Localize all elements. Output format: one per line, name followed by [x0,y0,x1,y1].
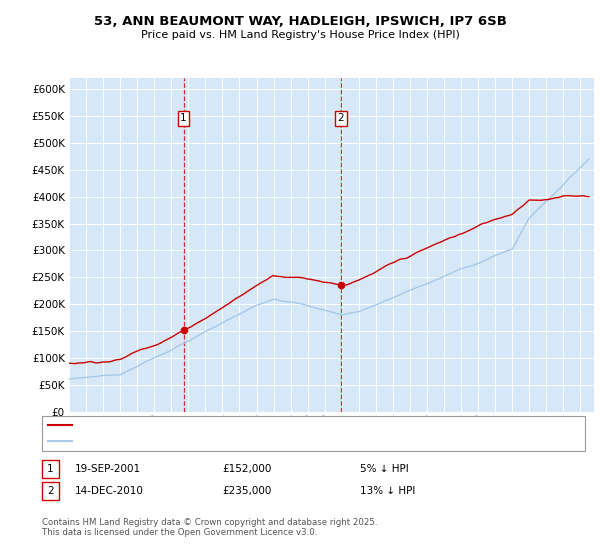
Text: 1: 1 [180,113,187,123]
Text: 53, ANN BEAUMONT WAY, HADLEIGH, IPSWICH, IP7 6SB (detached house): 53, ANN BEAUMONT WAY, HADLEIGH, IPSWICH,… [75,421,436,431]
Text: Price paid vs. HM Land Registry's House Price Index (HPI): Price paid vs. HM Land Registry's House … [140,30,460,40]
Text: 2: 2 [338,113,344,123]
Text: 1: 1 [47,464,54,474]
Text: 2: 2 [47,486,54,496]
Text: HPI: Average price, detached house, Babergh: HPI: Average price, detached house, Babe… [75,436,297,446]
Text: 19-SEP-2001: 19-SEP-2001 [75,464,141,474]
Text: £235,000: £235,000 [222,486,271,496]
Text: Contains HM Land Registry data © Crown copyright and database right 2025.
This d: Contains HM Land Registry data © Crown c… [42,518,377,538]
Text: 53, ANN BEAUMONT WAY, HADLEIGH, IPSWICH, IP7 6SB: 53, ANN BEAUMONT WAY, HADLEIGH, IPSWICH,… [94,15,506,28]
Text: 5% ↓ HPI: 5% ↓ HPI [360,464,409,474]
Text: 14-DEC-2010: 14-DEC-2010 [75,486,144,496]
Text: 13% ↓ HPI: 13% ↓ HPI [360,486,415,496]
Text: £152,000: £152,000 [222,464,271,474]
